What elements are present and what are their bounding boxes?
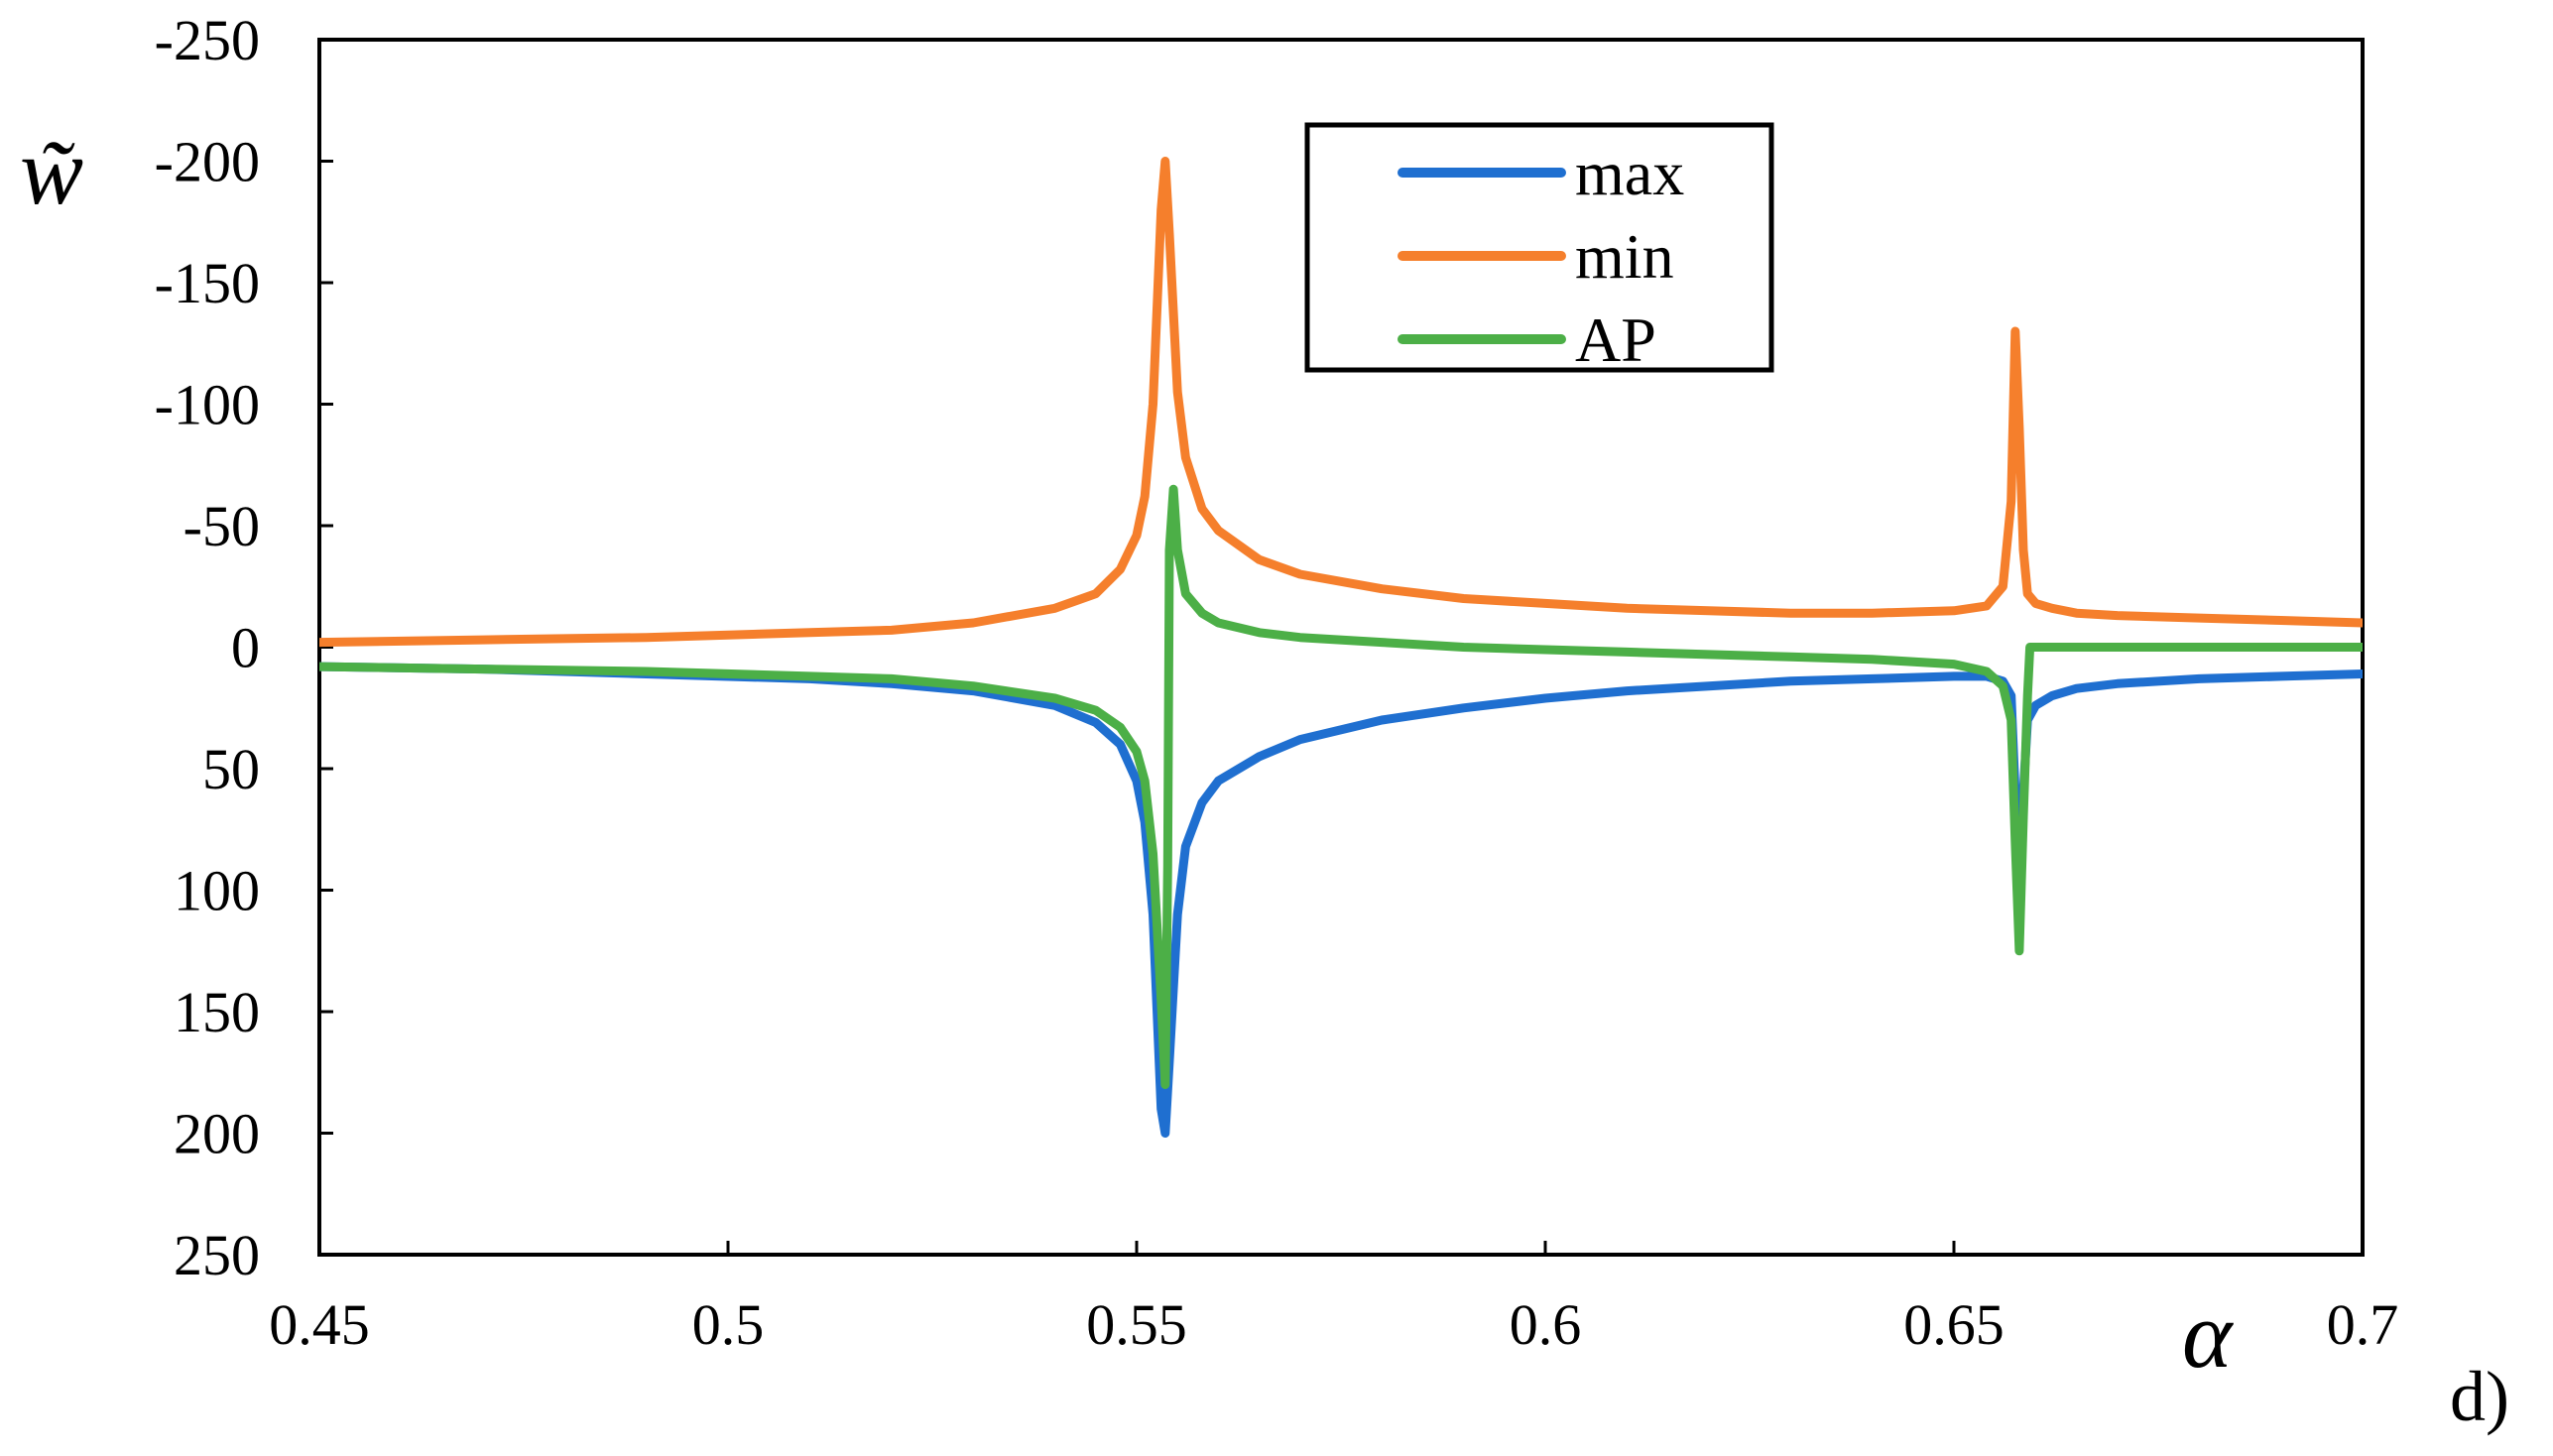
- y-tick-label: 200: [174, 1102, 260, 1166]
- legend-label-max: max: [1575, 138, 1684, 208]
- y-tick-label: -250: [155, 8, 260, 72]
- legend-label-min: min: [1575, 221, 1674, 292]
- x-tick-label: 0.55: [1086, 1292, 1187, 1357]
- series-line-max: [319, 662, 2363, 1138]
- series-line-min: [319, 157, 2363, 648]
- y-tick-label: -150: [155, 251, 260, 315]
- legend-box: [1304, 122, 1774, 373]
- y-tick-label: -50: [183, 494, 260, 558]
- x-tick-label: 0.45: [269, 1292, 370, 1357]
- x-tick-label: 0.65: [1903, 1292, 2005, 1357]
- y-tick-label: 100: [174, 859, 260, 923]
- y-tick-label: 50: [202, 737, 260, 801]
- x-axis-label: α: [2182, 1281, 2234, 1388]
- y-tick-label: -200: [155, 130, 260, 194]
- panel-label: d): [2450, 1357, 2509, 1436]
- y-axis-label: w̃: [20, 118, 83, 224]
- y-tick-label: -100: [155, 373, 260, 437]
- legend: max min AP: [1304, 122, 1774, 375]
- x-tick-label: 0.6: [1510, 1292, 1582, 1357]
- y-tick-label: 250: [174, 1223, 260, 1287]
- y-tick-label: 150: [174, 980, 260, 1044]
- y-tick-label: 0: [231, 616, 260, 680]
- x-tick-label: 0.7: [2327, 1292, 2399, 1357]
- legend-label-ap: AP: [1575, 304, 1656, 375]
- series-line-ap: [319, 484, 2363, 1089]
- series-layer: [319, 157, 2363, 1138]
- x-tick-label: 0.5: [692, 1292, 765, 1357]
